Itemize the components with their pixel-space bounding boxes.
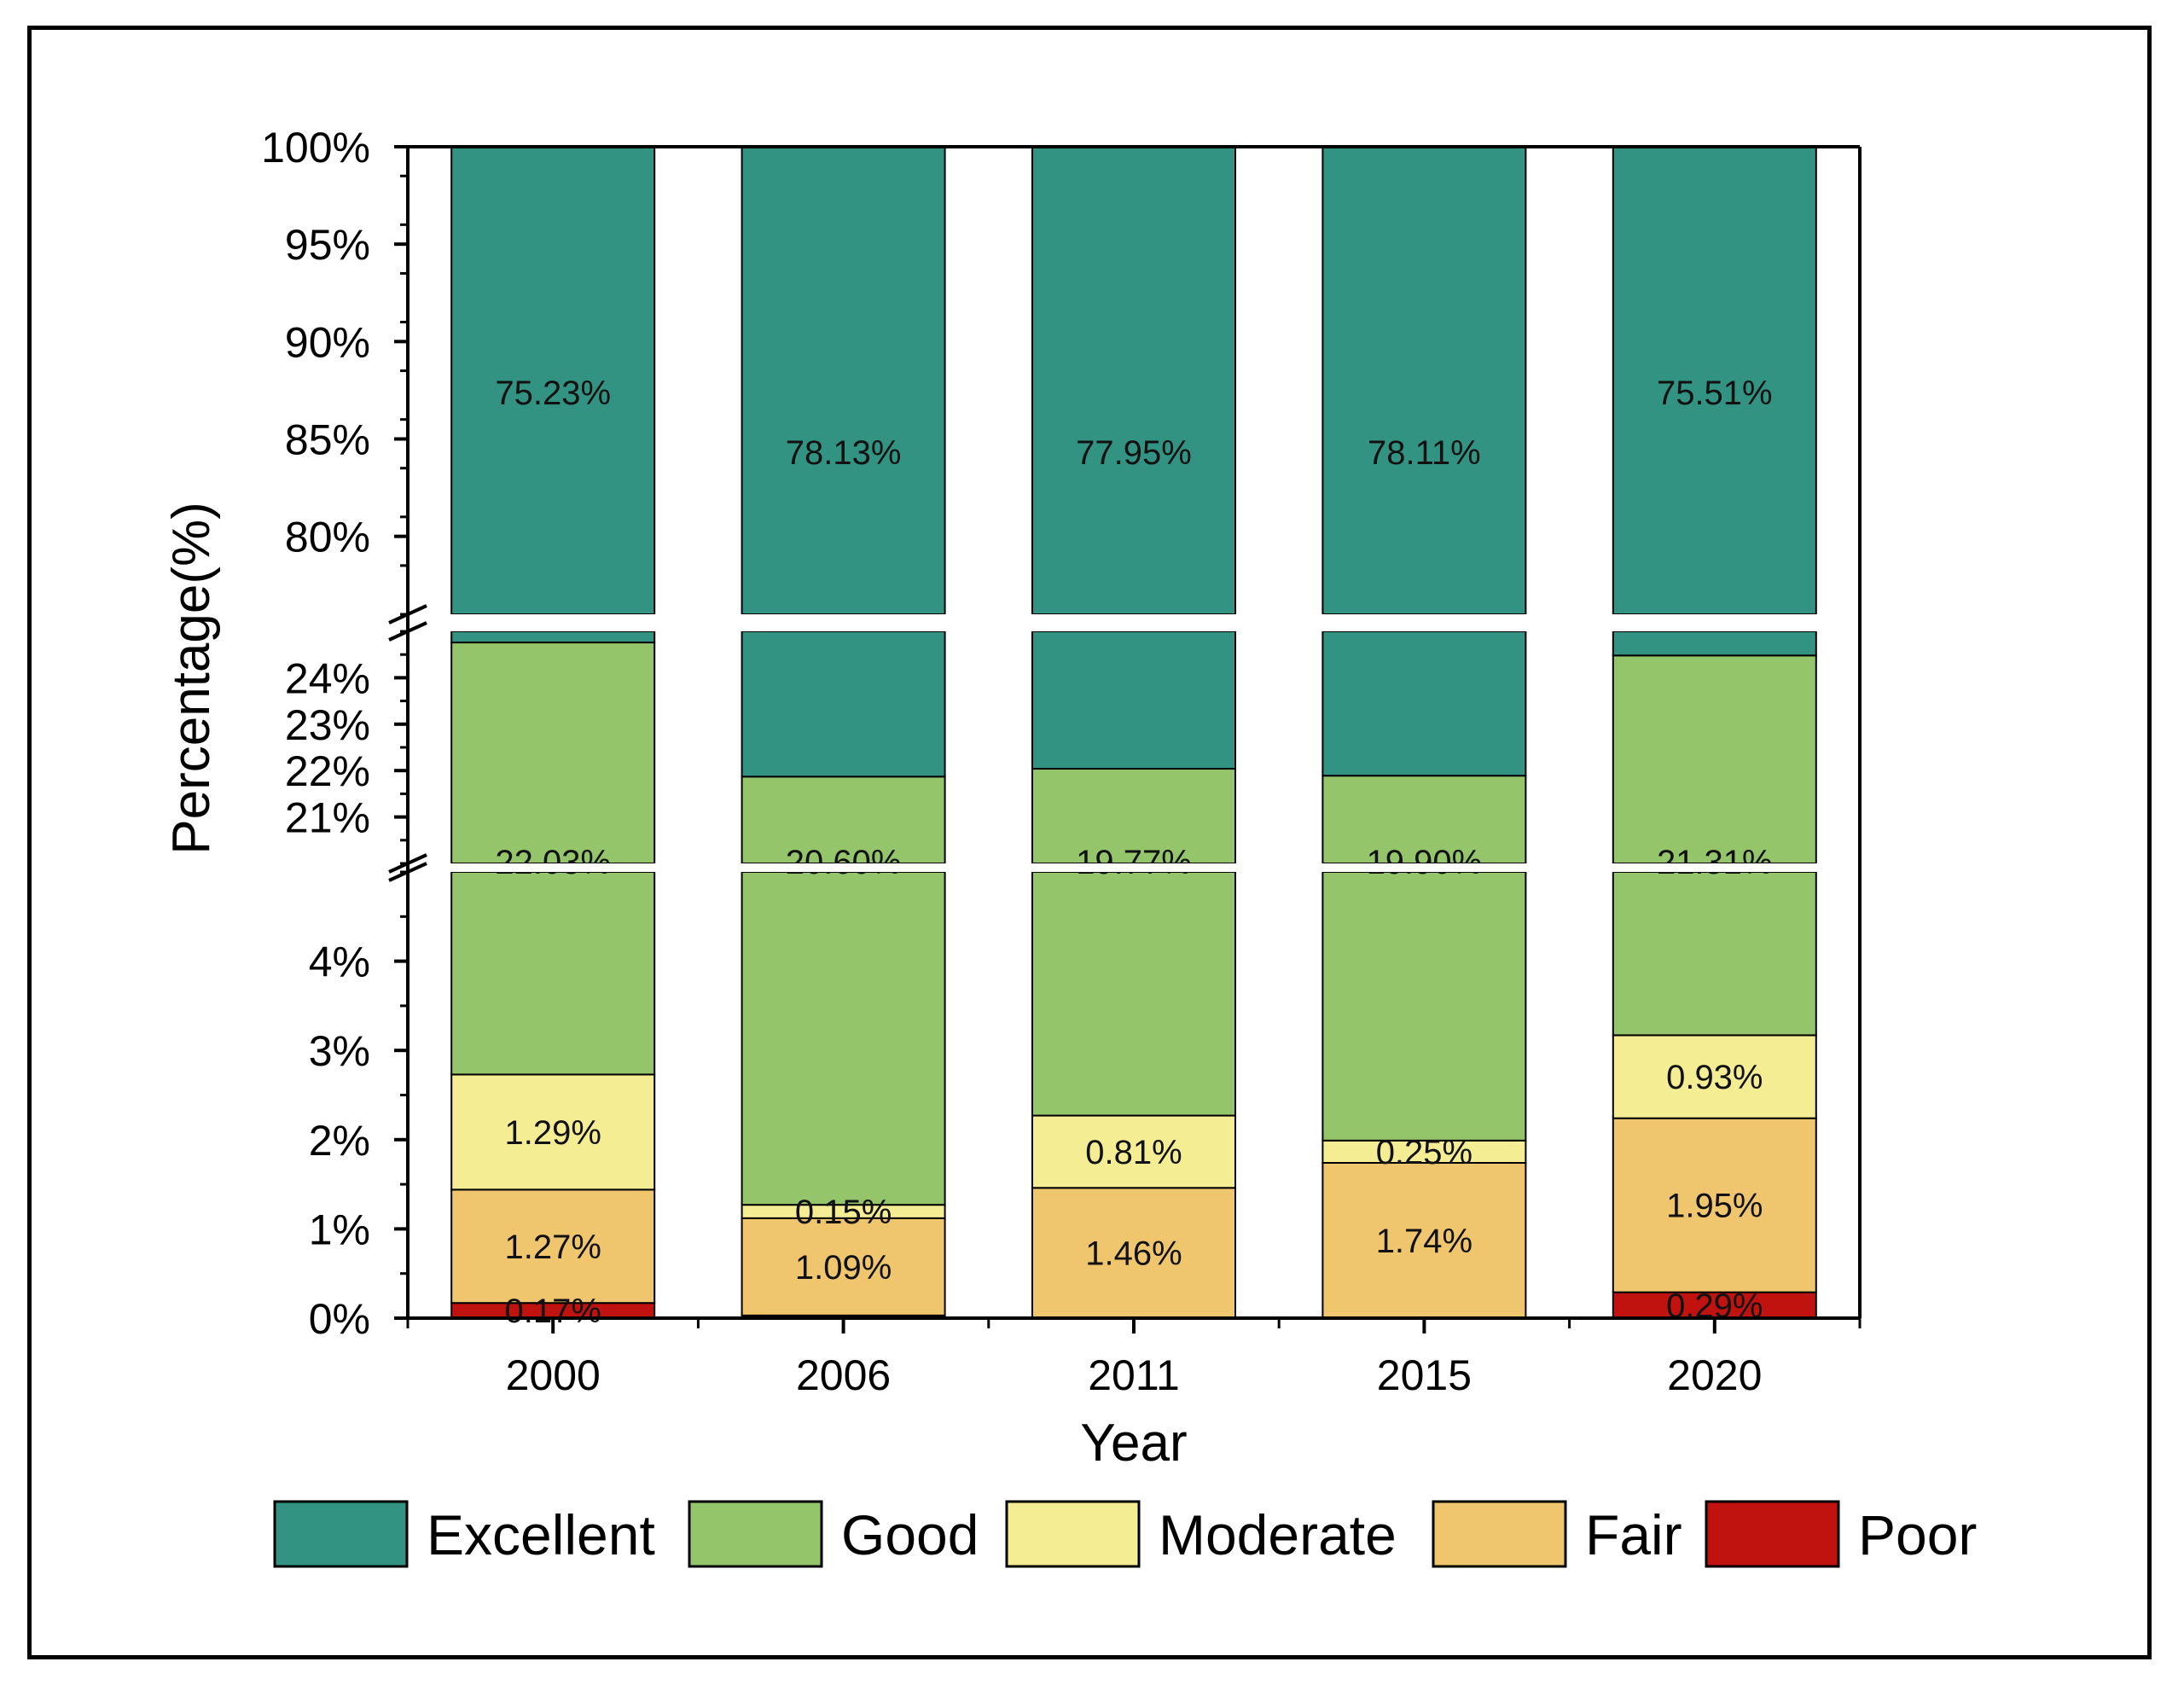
data-label-fair-2015: 1.74% — [1376, 1223, 1472, 1260]
bar-segment-good-2000 — [450, 871, 656, 1076]
legend-swatch-fair — [1432, 1500, 1567, 1568]
y-tick-label: 21% — [285, 794, 370, 842]
bar-segment-fair-2000 — [450, 1188, 656, 1304]
data-labels-layer: 0.17%1.27%1.29%22.03%75.23%1.09%0.15%20.… — [495, 375, 1772, 1330]
data-label-moderate-2020: 0.93% — [1666, 1059, 1763, 1096]
axis-break-gap — [374, 863, 1894, 872]
legend-swatch-moderate — [1005, 1500, 1141, 1568]
legend-label-fair: Fair — [1585, 1503, 1682, 1566]
data-label-fair-2000: 1.27% — [504, 1229, 601, 1266]
legend-label-good: Good — [841, 1503, 979, 1566]
data-label-excellent-2000: 75.23% — [495, 375, 611, 412]
y-tick-label: 22% — [285, 747, 370, 795]
data-label-excellent-2011: 77.95% — [1076, 434, 1192, 472]
y-tick-label: 90% — [285, 318, 370, 366]
data-label-fair-2006: 1.09% — [795, 1249, 892, 1287]
y-axis-title: Percentage(%) — [162, 502, 221, 855]
chart-frame — [27, 26, 2152, 1659]
bar-segment-excellent-2000 — [450, 630, 656, 644]
x-tick-label-2015: 2015 — [1377, 1351, 1472, 1399]
bars-layer — [450, 146, 1817, 1320]
bar-segment-excellent-2020 — [1612, 146, 1817, 615]
bar-segment-good-2011 — [1031, 871, 1236, 1117]
data-label-good-2006: 20.60% — [786, 844, 902, 881]
y-tick-label: 100% — [261, 124, 370, 171]
data-label-moderate-2006: 0.15% — [795, 1194, 892, 1231]
bar-segment-excellent-2020 — [1612, 630, 1817, 657]
legend-label-poor: Poor — [1858, 1503, 1977, 1566]
legend-swatch-good — [688, 1500, 823, 1568]
bar-segment-fair-2011 — [1031, 1187, 1236, 1320]
bar-segment-excellent-2011 — [1031, 630, 1236, 770]
y-tick-label: 4% — [309, 938, 370, 986]
bar-segment-good-2020 — [1612, 654, 1817, 865]
bar-segment-moderate-2015 — [1321, 1139, 1527, 1164]
x-tick-label-2011: 2011 — [1088, 1351, 1180, 1399]
legend-label-moderate: Moderate — [1159, 1503, 1397, 1566]
data-label-fair-2020: 1.95% — [1666, 1188, 1763, 1225]
y-tick-label: 24% — [285, 654, 370, 702]
data-label-excellent-2015: 78.11% — [1368, 434, 1481, 472]
y-tick-label: 23% — [285, 701, 370, 749]
x-tick-label-2000: 2000 — [506, 1351, 601, 1399]
bar-segment-fair-2006 — [741, 1217, 946, 1316]
y-tick-label: 85% — [285, 416, 370, 464]
data-label-good-2015: 19.90% — [1367, 844, 1483, 881]
bar-segment-moderate-2020 — [1612, 1034, 1817, 1119]
y-tick-label: 95% — [285, 221, 370, 269]
data-label-moderate-2000: 1.29% — [504, 1114, 601, 1152]
data-label-good-2020: 21.31% — [1657, 844, 1773, 881]
bar-segment-excellent-2015 — [1321, 630, 1527, 777]
bar-segment-good-2020 — [1612, 871, 1817, 1037]
bar-segment-excellent-2015 — [1321, 146, 1527, 615]
bar-segment-good-2015 — [1321, 871, 1527, 1142]
axis-break-gap — [374, 614, 1894, 631]
bar-segment-good-2000 — [450, 642, 656, 865]
data-label-good-2000: 22.03% — [495, 844, 611, 881]
data-label-excellent-2006: 78.13% — [786, 434, 902, 472]
bar-segment-excellent-2011 — [1031, 146, 1236, 615]
y-tick-label: 0% — [309, 1295, 370, 1343]
x-tick-label-2020: 2020 — [1667, 1351, 1762, 1399]
legend-swatch-excellent — [273, 1500, 409, 1568]
data-label-excellent-2020: 75.51% — [1657, 375, 1773, 412]
legend-label-excellent: Excellent — [427, 1503, 655, 1566]
legend: Excellent Good Moderate Fair Poor — [273, 1500, 1977, 1568]
y-tick-label: 80% — [285, 514, 370, 561]
bar-segment-good-2015 — [1321, 775, 1527, 865]
bar-segment-fair-2015 — [1321, 1161, 1527, 1319]
data-label-good-2011: 19.77% — [1076, 844, 1192, 881]
data-label-moderate-2015: 0.25% — [1376, 1134, 1472, 1171]
x-tick-label-2006: 2006 — [796, 1351, 891, 1399]
bar-segment-good-2006 — [741, 871, 946, 1206]
y-tick-label: 2% — [309, 1117, 370, 1165]
bar-segment-excellent-2006 — [741, 146, 946, 615]
bar-segment-excellent-2006 — [741, 630, 946, 778]
bar-segment-excellent-2000 — [450, 146, 656, 615]
data-label-moderate-2011: 0.81% — [1085, 1134, 1182, 1171]
data-label-fair-2011: 1.46% — [1085, 1235, 1182, 1273]
y-tick-label: 1% — [309, 1206, 370, 1253]
axes: 0% 1% 2% 3% 4% 21%22%23%24% 80% 85% 90% 95% 100% 20… — [261, 124, 1862, 1399]
legend-swatch-poor — [1705, 1500, 1840, 1568]
x-axis-title: Year — [1080, 1414, 1187, 1473]
y-tick-label: 3% — [309, 1027, 370, 1075]
bar-segment-moderate-2011 — [1031, 1114, 1236, 1189]
bar-segment-poor-2020 — [1612, 1291, 1817, 1320]
bar-segment-good-2006 — [741, 776, 946, 864]
bar-segment-fair-2020 — [1612, 1117, 1817, 1293]
